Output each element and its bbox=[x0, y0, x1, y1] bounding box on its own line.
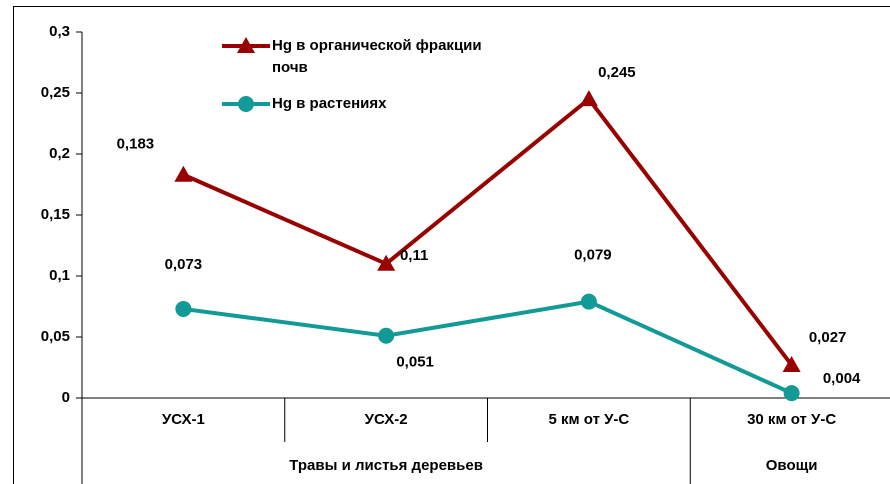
marker bbox=[378, 327, 395, 344]
data-label: 0,245 bbox=[598, 64, 636, 81]
y-tick-label: 0,05 bbox=[41, 328, 70, 345]
marker bbox=[174, 165, 193, 182]
x-tick-label: 30 км от У-С bbox=[747, 411, 836, 428]
marker bbox=[579, 90, 598, 107]
data-label: 0,183 bbox=[117, 136, 155, 153]
marker bbox=[175, 300, 192, 317]
x-tick-label: 5 км от У-С bbox=[549, 411, 630, 428]
y-tick-label: 0,2 bbox=[49, 145, 70, 162]
marker bbox=[377, 254, 396, 271]
data-label: 0,079 bbox=[574, 247, 612, 264]
series-line bbox=[182, 96, 794, 367]
legend-item: Hg в органической фракции почв bbox=[272, 37, 482, 76]
series-line bbox=[183, 299, 793, 395]
marker bbox=[238, 96, 254, 112]
y-tick-label: 0,1 bbox=[49, 267, 70, 284]
marker bbox=[782, 356, 801, 373]
chart-frame bbox=[13, 6, 890, 484]
marker bbox=[237, 37, 255, 53]
x-tick-label: УСХ-1 bbox=[162, 411, 205, 428]
y-tick-label: 0,3 bbox=[49, 23, 70, 40]
data-label: 0,051 bbox=[396, 354, 434, 371]
marker bbox=[580, 293, 597, 310]
x-tick-label: УСХ-2 bbox=[365, 411, 408, 428]
data-label: 0,027 bbox=[809, 329, 847, 346]
marker bbox=[783, 385, 800, 402]
y-tick-label: 0 bbox=[62, 389, 70, 406]
group-label: Овощи bbox=[766, 457, 818, 474]
y-tick-label: 0,25 bbox=[41, 84, 70, 101]
y-tick-label: 0,15 bbox=[41, 206, 70, 223]
legend-label: Hg в растениях bbox=[272, 95, 387, 112]
legend-item: Hg в растениях bbox=[272, 95, 387, 112]
legend-label: Hg в органической фракции почв bbox=[272, 37, 482, 76]
data-label: 0,004 bbox=[823, 370, 861, 387]
data-label: 0,11 bbox=[400, 247, 428, 264]
group-label: Травы и листья деревьев bbox=[289, 457, 483, 474]
data-label: 0,073 bbox=[165, 256, 203, 273]
